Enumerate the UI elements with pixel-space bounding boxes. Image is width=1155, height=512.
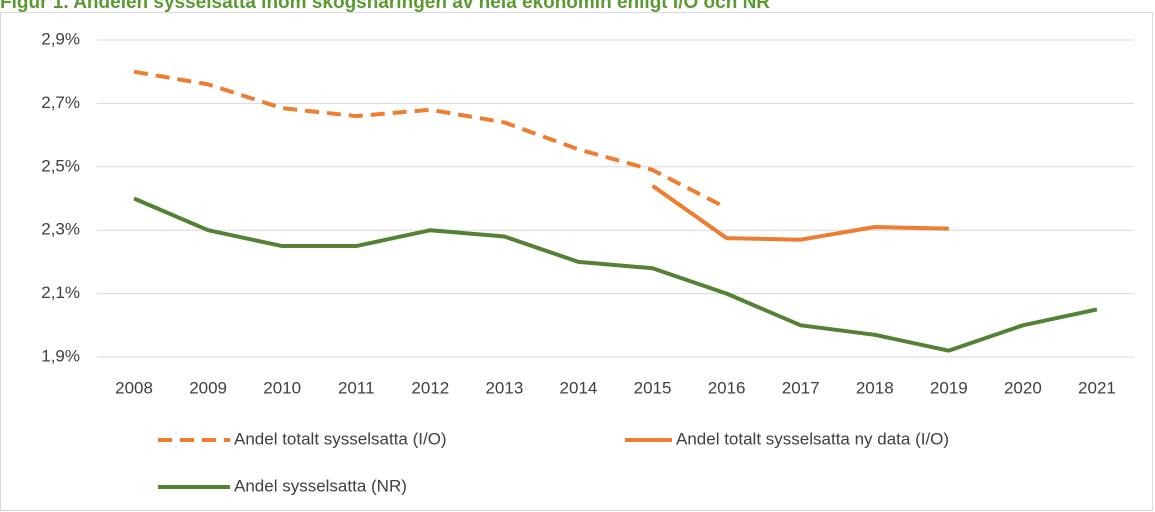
x-tick-label: 2016 (708, 378, 746, 397)
y-tick-label: 2,9% (41, 29, 80, 48)
x-tick-label: 2018 (856, 378, 894, 397)
x-tick-label: 2012 (411, 378, 449, 397)
x-tick-label: 2021 (1078, 378, 1116, 397)
y-tick-label: 1,9% (41, 346, 80, 365)
x-tick-label: 2019 (930, 378, 968, 397)
x-tick-label: 2008 (115, 378, 153, 397)
series-line (651, 184, 949, 242)
legend-label: Andel sysselsatta (NR) (234, 476, 407, 495)
y-tick-label: 2,7% (41, 93, 80, 112)
x-tick-label: 2020 (1004, 378, 1042, 397)
y-tick-label: 2,1% (41, 283, 80, 302)
chart-title: Figur 1. Andelen sysselsatta inom skogsn… (0, 0, 770, 13)
x-tick-label: 2011 (338, 378, 375, 397)
x-tick-label: 2009 (189, 378, 227, 397)
y-tick-label: 2,3% (41, 220, 80, 239)
y-tick-label: 2,5% (41, 156, 80, 175)
series-line (133, 196, 1098, 353)
legend-label: Andel totalt sysselsatta ny data (I/O) (676, 429, 949, 448)
legend-label: Andel totalt sysselsatta (I/O) (234, 429, 447, 448)
x-tick-label: 2010 (263, 378, 301, 397)
x-tick-label: 2017 (782, 378, 820, 397)
chart-border (0, 12, 1153, 511)
x-tick-label: 2014 (560, 378, 598, 397)
series-line (133, 69, 728, 210)
x-tick-label: 2015 (634, 378, 672, 397)
x-tick-label: 2013 (485, 378, 523, 397)
